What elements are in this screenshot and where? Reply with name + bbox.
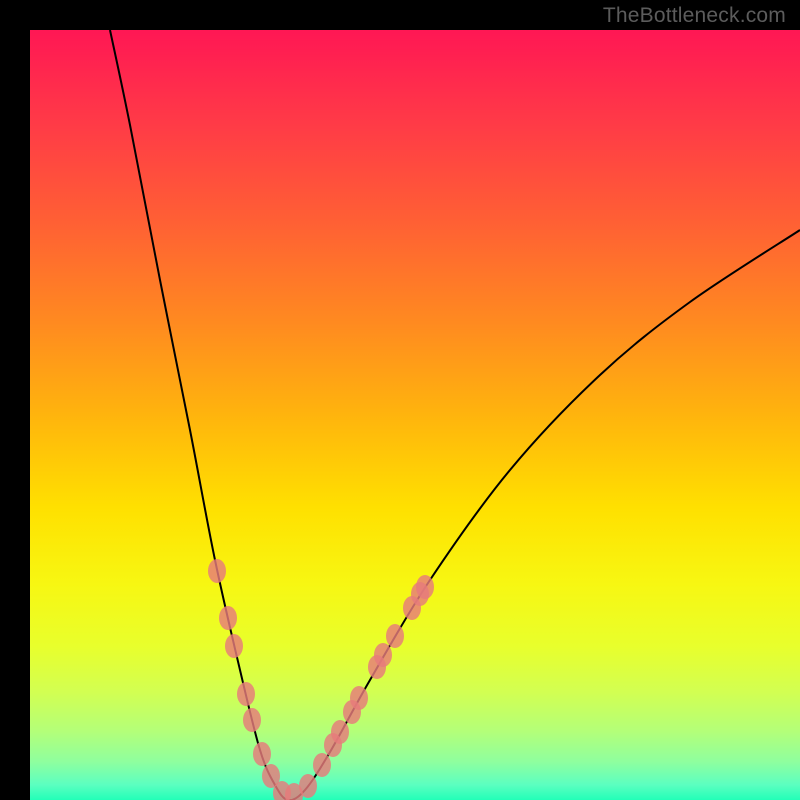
data-point-dot — [253, 742, 271, 766]
curve-layer — [30, 30, 800, 800]
data-point-dot — [350, 686, 368, 710]
data-point-dot — [374, 643, 392, 667]
data-point-dot — [331, 720, 349, 744]
watermark-text: TheBottleneck.com — [603, 4, 786, 28]
bottleneck-curve — [110, 30, 800, 800]
data-point-dot — [386, 624, 404, 648]
data-point-dot — [219, 606, 237, 630]
plot-area — [30, 30, 800, 800]
data-point-dot — [225, 634, 243, 658]
data-point-dot — [313, 753, 331, 777]
data-point-dot — [243, 708, 261, 732]
data-point-dot — [237, 682, 255, 706]
data-point-dot — [416, 575, 434, 599]
data-point-dot — [299, 774, 317, 798]
data-point-dot — [208, 559, 226, 583]
